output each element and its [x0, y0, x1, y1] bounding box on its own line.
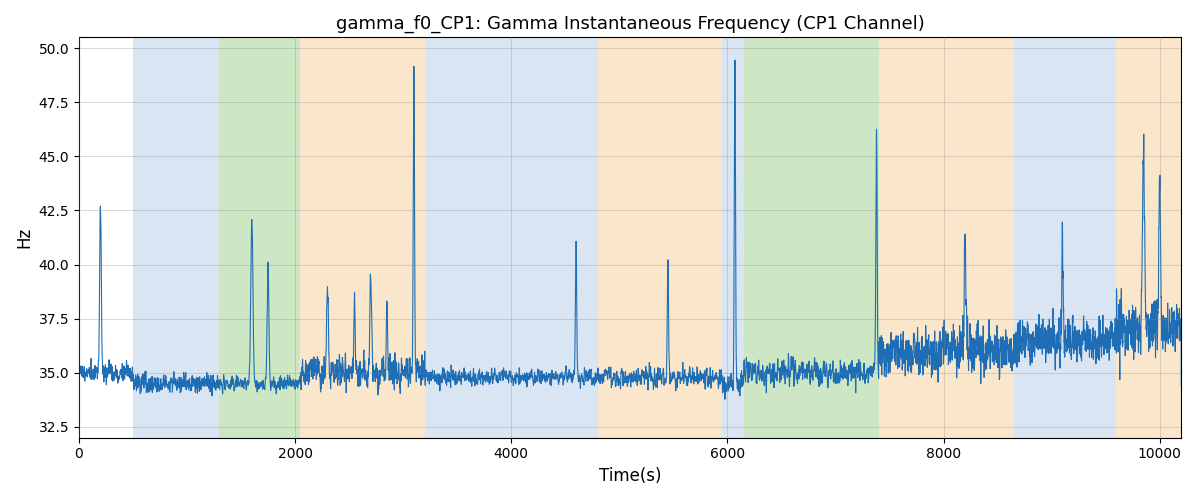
Bar — [722, 38, 744, 438]
Bar — [220, 38, 300, 438]
Bar — [1014, 38, 1116, 438]
Bar — [1116, 38, 1181, 438]
Bar — [744, 38, 878, 438]
Bar — [878, 38, 1014, 438]
Bar — [300, 38, 425, 438]
Title: gamma_f0_CP1: Gamma Instantaneous Frequency (CP1 Channel): gamma_f0_CP1: Gamma Instantaneous Freque… — [336, 15, 924, 34]
X-axis label: Time(s): Time(s) — [599, 467, 661, 485]
Y-axis label: Hz: Hz — [14, 227, 34, 248]
Bar — [133, 38, 220, 438]
Bar — [598, 38, 722, 438]
Bar — [425, 38, 598, 438]
